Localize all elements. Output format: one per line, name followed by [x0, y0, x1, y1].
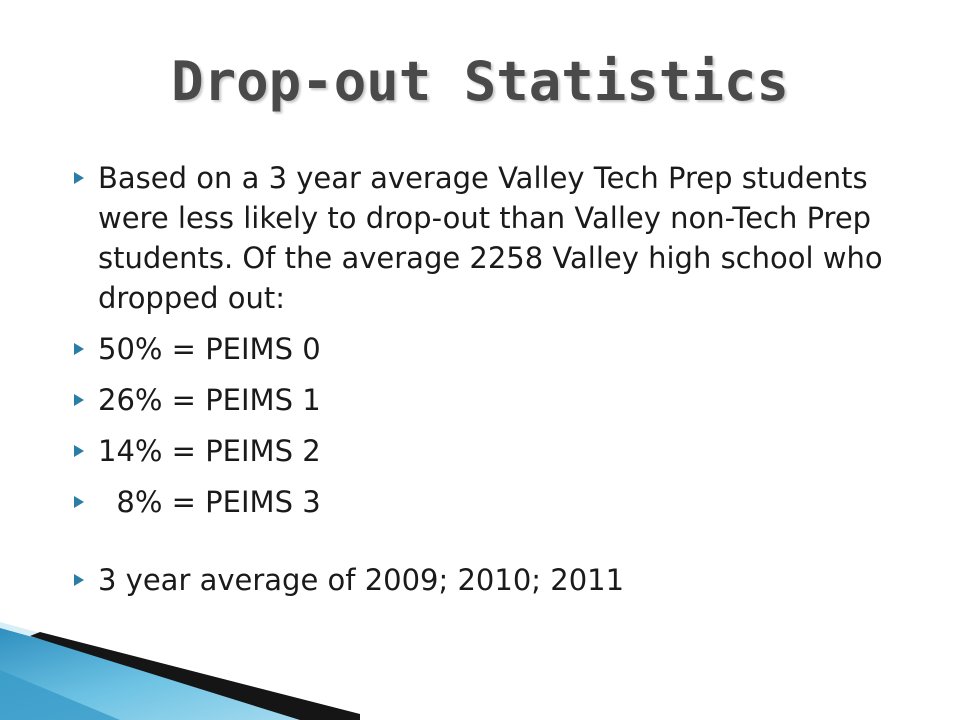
bullet-item: 50% = PEIMS 0 — [72, 329, 892, 369]
bullet-item: 14% = PEIMS 2 — [72, 431, 892, 471]
bullet-text: 8% = PEIMS 3 — [98, 485, 321, 519]
bullet-item: Based on a 3 year average Valley Tech Pr… — [72, 158, 892, 318]
slide-title: Drop-out Statistics — [171, 50, 789, 113]
triangle-right-icon — [72, 329, 86, 369]
decorative-corner-swoosh — [0, 622, 360, 720]
triangle-right-icon — [72, 158, 86, 198]
bullet-text: 14% = PEIMS 2 — [98, 434, 321, 468]
bullet-item: 3 year average of 2009; 2010; 2011 — [72, 560, 892, 600]
triangle-right-icon — [72, 560, 86, 600]
bullet-text: 26% = PEIMS 1 — [98, 383, 321, 417]
bullet-text: Based on a 3 year average Valley Tech Pr… — [98, 161, 883, 315]
bullet-item: 26% = PEIMS 1 — [72, 380, 892, 420]
bullet-text: 50% = PEIMS 0 — [98, 332, 321, 366]
bullet-text: 3 year average of 2009; 2010; 2011 — [98, 563, 625, 597]
bullet-list: Based on a 3 year average Valley Tech Pr… — [72, 158, 892, 611]
triangle-right-icon — [72, 431, 86, 471]
bullet-item: 8% = PEIMS 3 — [72, 482, 892, 522]
triangle-right-icon — [72, 482, 86, 522]
triangle-right-icon — [72, 380, 86, 420]
